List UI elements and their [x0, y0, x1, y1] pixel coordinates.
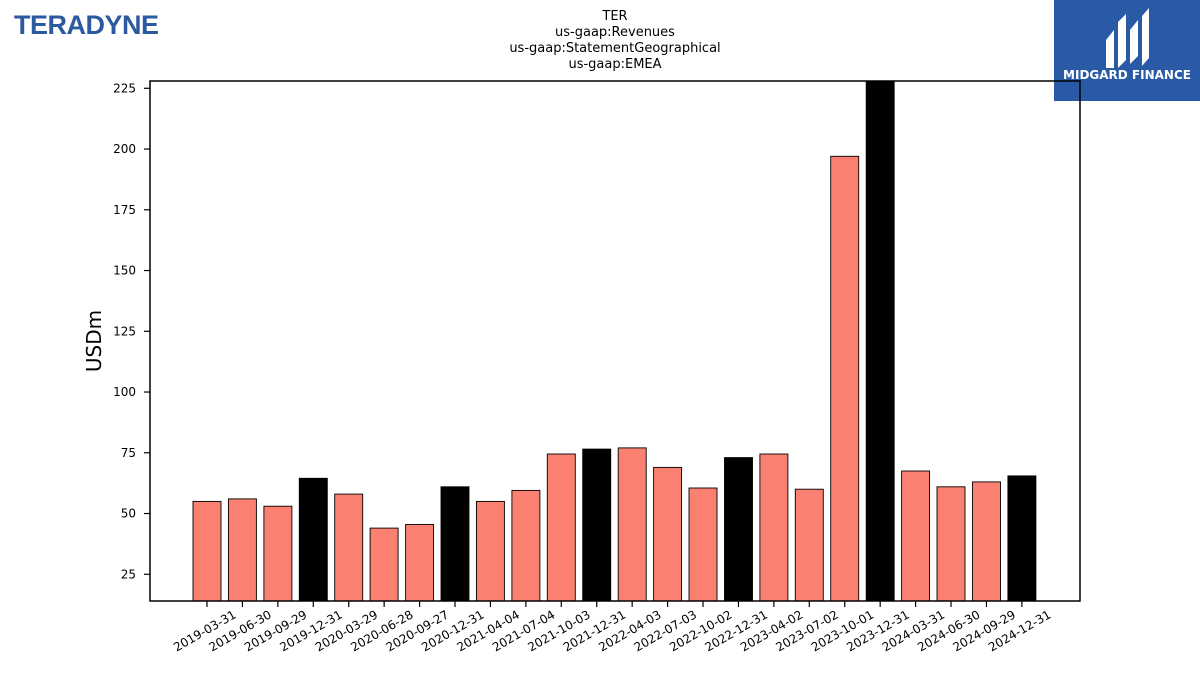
y-tick-label: 150 — [113, 264, 136, 278]
bar-2022-10-02 — [688, 487, 718, 602]
bar-2019-03-31 — [192, 500, 222, 602]
y-tick-label: 50 — [121, 507, 136, 521]
bar-2024-06-30 — [936, 486, 966, 602]
chart-title: TERus-gaap:Revenuesus-gaap:StatementGeog… — [509, 9, 720, 72]
bar-2021-07-04 — [511, 489, 541, 602]
bar-2022-04-03 — [617, 447, 647, 602]
bar-2022-07-03 — [653, 466, 683, 602]
bar-2020-03-29 — [334, 493, 364, 602]
chart-title-line: us-gaap:StatementGeographical — [509, 41, 720, 56]
y-tick-label: 25 — [121, 567, 136, 581]
y-tick-label: 225 — [113, 81, 136, 95]
midgard-finance-label: MIDGARD FINANCE — [1063, 68, 1191, 82]
chart-title-line: us-gaap:EMEA — [568, 57, 661, 72]
y-axis-label: USDm — [82, 310, 106, 372]
y-axis: 25 50 75 100 125 150 175 200 225 — [113, 81, 150, 581]
y-tick-label: 100 — [113, 385, 136, 399]
bar-2024-12-31 — [1007, 475, 1037, 602]
bar-2021-10-03 — [546, 453, 576, 602]
bar-2023-10-01 — [830, 155, 860, 602]
bar-2020-09-27 — [405, 524, 435, 602]
bar-2020-12-31 — [440, 486, 470, 602]
bar-2023-07-02 — [794, 488, 824, 602]
chart-title-line: TER — [601, 9, 627, 24]
plot-frame — [149, 80, 1081, 602]
y-tick-label: 125 — [113, 324, 136, 338]
bar-2020-06-28 — [369, 527, 399, 602]
bar-2019-06-30 — [227, 498, 257, 602]
bar-2019-12-31 — [298, 477, 328, 602]
bar-2021-04-04 — [475, 500, 505, 602]
y-tick-label: 200 — [113, 142, 136, 156]
bar-2023-04-02 — [759, 453, 789, 602]
y-tick-label: 75 — [121, 446, 136, 460]
teradyne-logo: TERADYNE — [14, 10, 159, 40]
bar-2024-09-29 — [972, 481, 1001, 602]
midgard-emblem-icon — [1106, 8, 1149, 68]
y-tick-label: 175 — [113, 203, 136, 217]
bars-layer — [192, 80, 1037, 602]
x-axis: 2019-03-312019-06-302019-09-292019-12-31… — [171, 601, 1053, 654]
chart-title-line: us-gaap:Revenues — [555, 25, 675, 40]
bar-2019-09-29 — [263, 505, 293, 602]
bar-2022-12-31 — [724, 457, 753, 602]
midgard-finance-logo: MIDGARD FINANCE — [1054, 0, 1200, 101]
bar-2023-12-31 — [865, 80, 895, 602]
bar-2021-12-31 — [582, 448, 612, 602]
bar-2024-03-31 — [901, 470, 931, 602]
